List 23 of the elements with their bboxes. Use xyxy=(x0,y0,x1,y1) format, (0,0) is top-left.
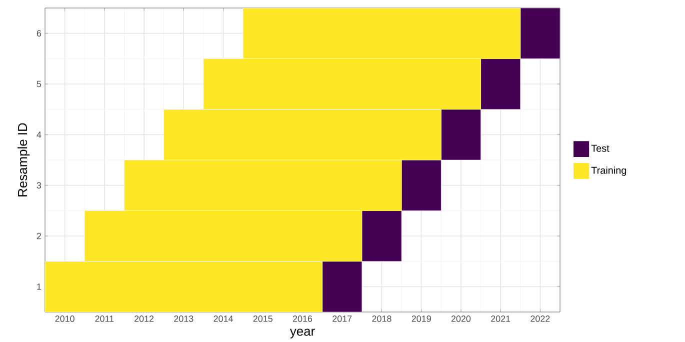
x-tick-label: 2020 xyxy=(451,316,471,322)
x-tick-label: 2022 xyxy=(530,316,550,322)
y-tick-label: 2 xyxy=(36,232,42,240)
x-axis-title: year xyxy=(290,328,315,338)
x-tick-label: 2012 xyxy=(134,316,154,322)
y-tick-label: 3 xyxy=(36,182,42,189)
x-tick-label: 2017 xyxy=(332,316,352,322)
x-tick-label: 2010 xyxy=(55,316,74,322)
x-tick-label: 2014 xyxy=(214,316,233,322)
x-tick-label: 2016 xyxy=(292,316,312,322)
legend-label: Training xyxy=(591,166,626,176)
y-tick-label: 1 xyxy=(37,284,42,290)
legend-label: Test xyxy=(591,144,610,152)
y-axis-title: Resample ID xyxy=(18,123,30,196)
y-tick-label: 6 xyxy=(36,30,42,37)
x-tick-label: 2018 xyxy=(372,316,392,322)
x-tick-label: 2015 xyxy=(253,316,272,322)
x-tick-label: 2021 xyxy=(491,316,510,322)
y-tick-label: 5 xyxy=(36,80,42,88)
y-tick-label: 4 xyxy=(36,132,42,138)
x-tick-label: 2011 xyxy=(95,316,114,322)
x-tick-label: 2013 xyxy=(174,316,194,322)
x-tick-label: 2019 xyxy=(412,316,431,322)
